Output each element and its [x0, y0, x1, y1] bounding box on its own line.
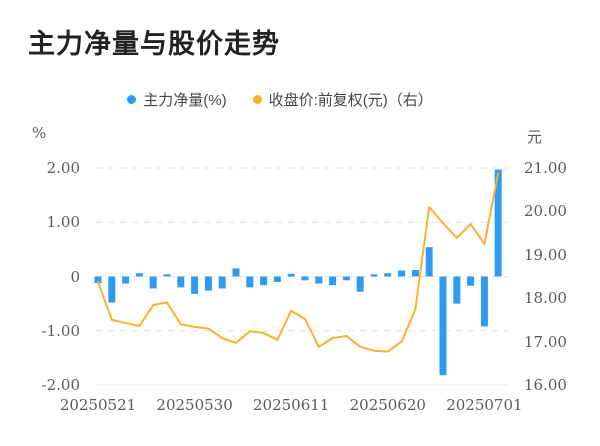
right-axis-tick-label: 18.00: [524, 289, 567, 308]
right-axis-tick-label: 16.00: [524, 376, 567, 394]
right-axis-tick-label: 17.00: [524, 332, 567, 351]
net-volume-bar: [287, 273, 295, 277]
x-axis-tick-label: 20250701: [446, 396, 523, 414]
net-volume-bar: [218, 276, 226, 289]
left-axis-tick-label: 2.00: [46, 159, 80, 177]
left-axis-tick-label: 0: [70, 267, 80, 286]
net-volume-bar: [191, 276, 199, 294]
net-volume-bar: [301, 276, 309, 281]
right-axis-tick-label: 20.00: [524, 202, 567, 221]
left-axis-unit: %: [32, 124, 47, 142]
x-axis-tick-label: 20250521: [59, 396, 137, 414]
x-axis-tick-label: 20250620: [349, 396, 426, 414]
net-volume-bar: [122, 276, 130, 284]
right-axis-tick-label: 19.00: [524, 245, 567, 264]
legend-item-close-price: 收盘价:前复权(元)（右）: [252, 89, 433, 110]
net-volume-bar: [453, 276, 461, 304]
close-price-line: [97, 172, 500, 353]
net-volume-bar: [329, 276, 337, 286]
legend-label: 收盘价:前复权(元)（右）: [268, 92, 433, 109]
net-volume-dot-icon: [127, 95, 137, 104]
net-volume-bar: [94, 276, 102, 284]
net-volume-bar: [204, 276, 212, 291]
close-price-dot-icon: [252, 95, 262, 104]
left-axis-tick-label: -2.00: [41, 376, 80, 394]
net-volume-bar: [439, 276, 447, 376]
net-volume-bar: [108, 276, 116, 303]
net-volume-bar: [315, 276, 323, 284]
net-volume-bar: [384, 273, 392, 277]
left-axis-tick-label: -1.00: [41, 321, 80, 340]
net-volume-bar: [480, 276, 488, 327]
right-axis-unit: 元: [527, 128, 543, 146]
net-volume-bar: [260, 276, 268, 286]
legend: 主力净量(%) 收盘价:前复权(元)（右）: [0, 89, 560, 110]
legend-label: 主力净量(%): [143, 92, 227, 109]
net-volume-bar: [246, 276, 254, 288]
net-volume-bar: [370, 274, 378, 277]
x-axis-tick-label: 20250530: [156, 396, 233, 414]
net-volume-bar: [232, 268, 240, 277]
x-axis-tick-label: 20250611: [253, 396, 330, 414]
net-volume-bar: [411, 269, 419, 277]
net-volume-bar: [398, 270, 406, 277]
net-volume-bar: [342, 276, 350, 281]
net-volume-bar: [273, 276, 281, 282]
legend-item-net-volume: 主力净量(%): [127, 89, 227, 110]
net-volume-bar: [467, 276, 475, 286]
net-volume-bar: [163, 274, 171, 277]
right-axis-tick-label: 21.00: [524, 159, 567, 177]
net-volume-bar: [177, 276, 185, 288]
net-volume-bar: [149, 276, 157, 289]
net-volume-bar: [356, 276, 364, 292]
net-volume-bar: [494, 169, 502, 277]
chart-title: 主力净量与股价走势: [28, 29, 280, 59]
left-axis-tick-label: 1.00: [46, 213, 80, 232]
net-volume-bar: [135, 273, 143, 277]
net-volume-bar: [425, 247, 433, 277]
